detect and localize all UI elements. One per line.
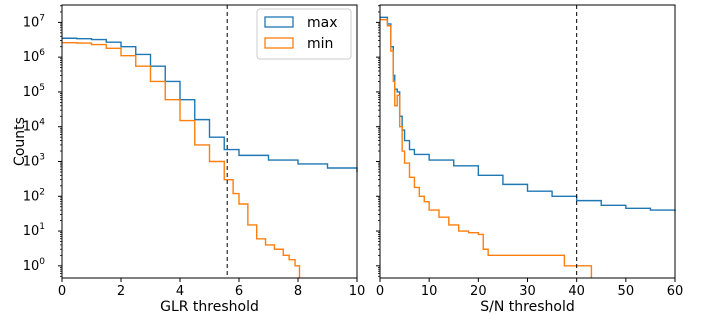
x-tick-label: 50 (618, 284, 635, 299)
x-tick-label: 0 (376, 284, 384, 299)
x-axis-label: S/N threshold (480, 299, 574, 315)
series-min-line (380, 18, 593, 278)
y-tick-label: 107 (23, 13, 45, 30)
axes-frame (379, 4, 676, 279)
y-tick-label: 102 (23, 187, 45, 204)
x-tick-label: 60 (667, 284, 684, 299)
y-tick-label: 101 (23, 222, 45, 239)
legend-swatch-max (264, 16, 294, 28)
y-tick-label: 100 (23, 257, 46, 274)
panel-snr: 0 10 20 30 40 50 60 S/N threshold (376, 4, 684, 315)
legend: max min (256, 8, 352, 60)
y-tick-label: 106 (23, 48, 46, 65)
x-tick-label: 10 (349, 284, 366, 299)
x-tick-label: 10 (421, 284, 438, 299)
x-tick-label: 2 (117, 284, 125, 299)
x-tick-label: 0 (58, 284, 66, 299)
series-min-line (62, 42, 301, 278)
y-axis-label: Counts (12, 117, 28, 166)
x-tick-label: 40 (568, 284, 585, 299)
x-tick-label: 4 (176, 284, 184, 299)
x-tick-label: 8 (294, 284, 302, 299)
x-axis-label: GLR threshold (160, 299, 259, 315)
x-tick-label: 20 (470, 284, 487, 299)
axes-frame (61, 4, 358, 279)
x-tick-label: 6 (235, 284, 243, 299)
legend-label-min: min (307, 36, 333, 52)
y-tick-label: 105 (23, 83, 45, 100)
legend-swatch-min (264, 37, 294, 49)
x-tick-label: 30 (519, 284, 536, 299)
legend-label-max: max (307, 15, 338, 31)
legend-frame (256, 8, 352, 60)
series-max-line (380, 16, 676, 212)
